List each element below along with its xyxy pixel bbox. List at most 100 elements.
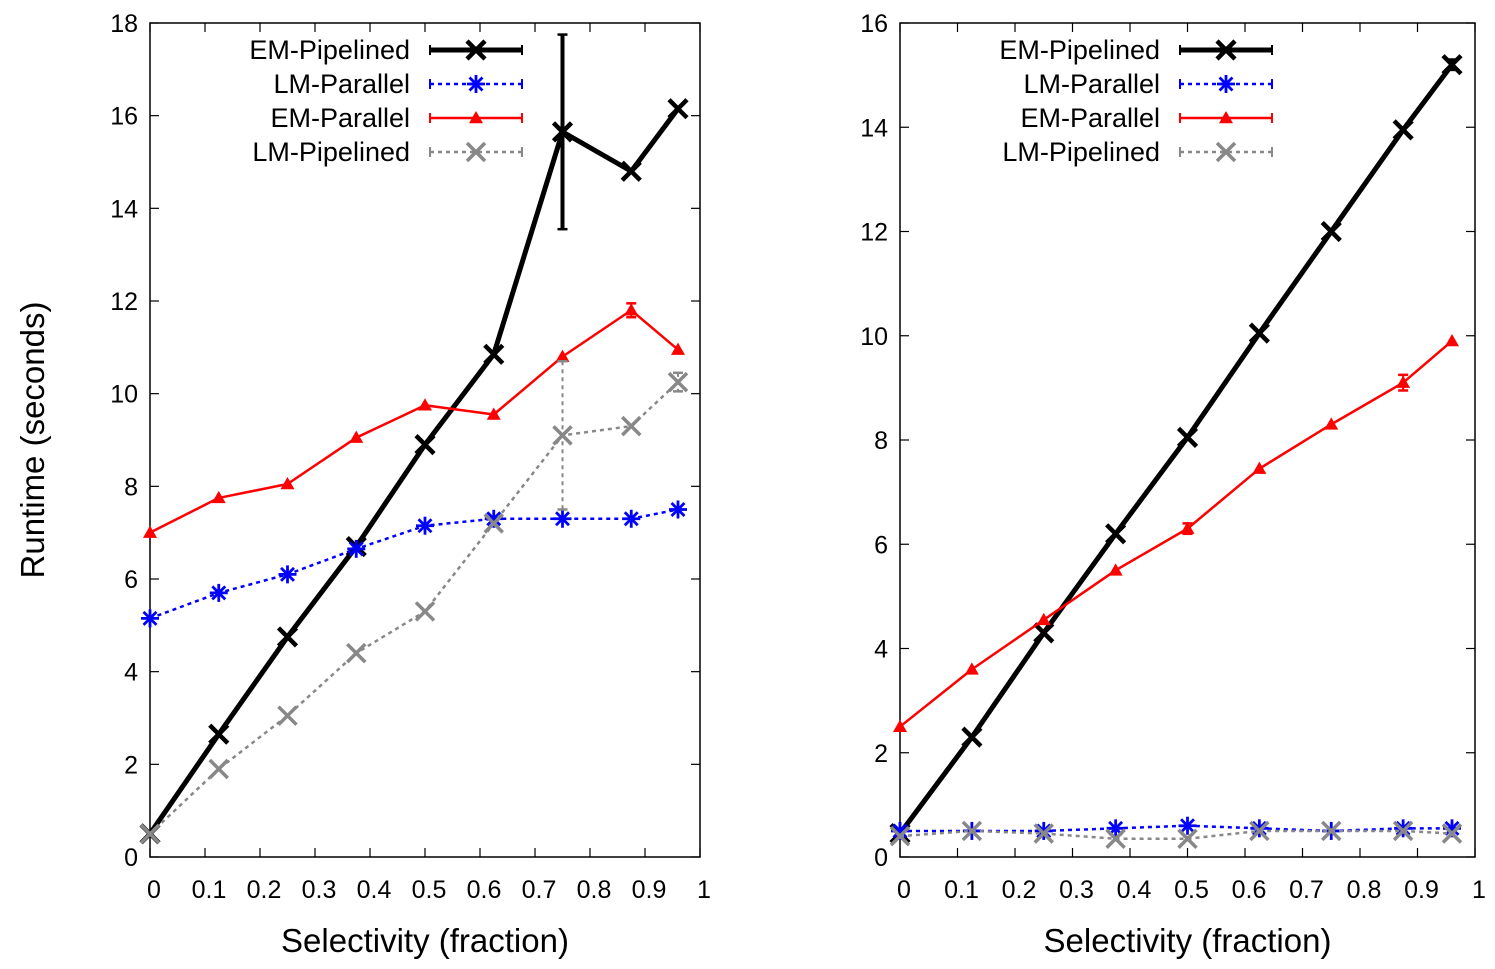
x-tick-label: 0.9 bbox=[1404, 876, 1439, 904]
data-point-marker bbox=[1445, 333, 1459, 347]
y-tick-label: 2 bbox=[124, 751, 138, 779]
data-point-marker bbox=[1396, 375, 1411, 388]
y-tick-label: 10 bbox=[110, 381, 138, 409]
series-line bbox=[149, 309, 679, 534]
x-axis-label: Selectivity (fraction) bbox=[281, 922, 569, 959]
y-tick-label: 6 bbox=[874, 531, 888, 559]
y-tick-label: 16 bbox=[110, 103, 138, 131]
series-lm-pipelined bbox=[139, 359, 689, 845]
data-point-marker-b bbox=[889, 825, 911, 847]
x-tick-label: 0.6 bbox=[1232, 876, 1267, 904]
data-point-marker bbox=[211, 490, 226, 504]
data-point-marker-b bbox=[1392, 119, 1414, 141]
series-lm-pipelined bbox=[889, 820, 1463, 849]
series-em-parallel bbox=[143, 302, 685, 538]
data-point-marker bbox=[1108, 563, 1123, 576]
data-point-marker-b bbox=[667, 371, 689, 393]
data-point-marker-b bbox=[1320, 220, 1342, 243]
legend-label: LM-Pipelined bbox=[1002, 137, 1160, 167]
data-point-marker-d2 bbox=[555, 511, 570, 527]
data-point-marker-b bbox=[1105, 523, 1127, 545]
legend-marker-d2 bbox=[1218, 76, 1234, 92]
legend-marker-b bbox=[465, 39, 487, 61]
data-point-marker-b bbox=[1249, 820, 1270, 842]
x-tick-label: 0 bbox=[897, 876, 911, 904]
x-tick-label: 0.5 bbox=[1174, 876, 1209, 904]
data-point-marker bbox=[624, 303, 639, 316]
data-point-marker bbox=[893, 719, 907, 732]
x-axis-label: Selectivity (fraction) bbox=[1044, 922, 1332, 959]
data-point-marker bbox=[671, 342, 685, 355]
data-point-marker-b bbox=[1441, 823, 1463, 844]
x-tick-label: 0.8 bbox=[1347, 876, 1382, 904]
x-tick-label: 0.9 bbox=[632, 876, 667, 904]
data-point-marker bbox=[349, 430, 364, 443]
x-tick-label: 0.3 bbox=[302, 876, 337, 904]
legend-label: EM-Parallel bbox=[270, 103, 410, 133]
data-point-marker-d2 bbox=[417, 518, 433, 534]
series-line bbox=[899, 340, 1453, 728]
x-tick-label: 0.4 bbox=[357, 876, 392, 904]
data-point-marker bbox=[486, 407, 501, 420]
x-tick-label: 0 bbox=[147, 876, 161, 904]
data-point-marker-d2 bbox=[892, 823, 908, 839]
data-point-marker-b bbox=[139, 823, 161, 845]
x-tick-label: 1 bbox=[1472, 876, 1486, 904]
data-point-marker-d2 bbox=[1444, 820, 1460, 836]
legend-label: EM-Parallel bbox=[1020, 103, 1160, 133]
data-point-marker bbox=[418, 398, 432, 411]
legend-marker-d2 bbox=[468, 76, 484, 92]
y-tick-label: 14 bbox=[110, 195, 138, 223]
series-em-pipelined bbox=[889, 54, 1463, 845]
data-point-marker-b bbox=[346, 642, 367, 664]
x-tick-label: 0.1 bbox=[192, 876, 227, 904]
data-point-marker-d2 bbox=[670, 502, 686, 517]
data-point-marker bbox=[1036, 612, 1051, 626]
series-line bbox=[149, 508, 679, 620]
data-point-marker bbox=[280, 477, 295, 490]
y-tick-label: 0 bbox=[124, 844, 138, 872]
data-point-marker bbox=[555, 349, 570, 362]
y-tick-label: 8 bbox=[124, 473, 138, 501]
data-point-marker-b bbox=[414, 601, 436, 622]
legend-label: LM-Pipelined bbox=[252, 137, 410, 167]
legend-label: LM-Parallel bbox=[273, 69, 410, 99]
x-tick-label: 0.8 bbox=[577, 876, 612, 904]
data-point-marker-d2 bbox=[1036, 823, 1052, 839]
y-tick-label: 6 bbox=[124, 566, 138, 594]
data-point-marker-d2 bbox=[486, 511, 502, 527]
data-point-marker-b bbox=[1105, 828, 1126, 849]
data-point-marker bbox=[143, 525, 157, 538]
data-point-marker-b bbox=[1248, 322, 1270, 344]
data-point-marker-b bbox=[276, 626, 299, 648]
series-line bbox=[149, 381, 679, 835]
x-tick-label: 0.2 bbox=[247, 876, 282, 904]
data-point-marker-d2 bbox=[1395, 820, 1411, 836]
data-point-marker-b bbox=[551, 121, 574, 143]
data-point-marker-b bbox=[1441, 54, 1463, 76]
data-point-marker-b bbox=[620, 160, 642, 182]
data-point-marker-b bbox=[277, 705, 298, 726]
y-tick-label: 12 bbox=[860, 219, 888, 247]
data-point-marker-d2 bbox=[211, 585, 227, 601]
x-tick-label: 0.4 bbox=[1117, 876, 1152, 904]
x-tick-label: 0.3 bbox=[1059, 876, 1094, 904]
y-tick-label: 2 bbox=[874, 740, 888, 768]
x-tick-label: 1 bbox=[697, 876, 711, 904]
y-tick-label: 4 bbox=[874, 636, 888, 664]
data-point-marker-b bbox=[1176, 426, 1199, 448]
y-axis-label: Runtime (seconds) bbox=[14, 302, 51, 579]
x-tick-label: 0.7 bbox=[1289, 876, 1324, 904]
data-point-marker bbox=[1324, 417, 1339, 430]
data-point-marker-b bbox=[208, 758, 229, 780]
data-point-marker bbox=[964, 662, 979, 675]
data-point-marker-d2 bbox=[142, 610, 158, 626]
data-point-marker-b bbox=[552, 425, 573, 446]
legend-marker-b bbox=[465, 141, 487, 163]
data-point-marker-d2 bbox=[623, 511, 639, 527]
x-tick-label: 0.1 bbox=[944, 876, 979, 904]
x-tick-label: 0.6 bbox=[467, 876, 502, 904]
legend-label: EM-Pipelined bbox=[249, 35, 410, 65]
series-line bbox=[899, 829, 1453, 841]
series-em-pipelined bbox=[139, 33, 689, 845]
